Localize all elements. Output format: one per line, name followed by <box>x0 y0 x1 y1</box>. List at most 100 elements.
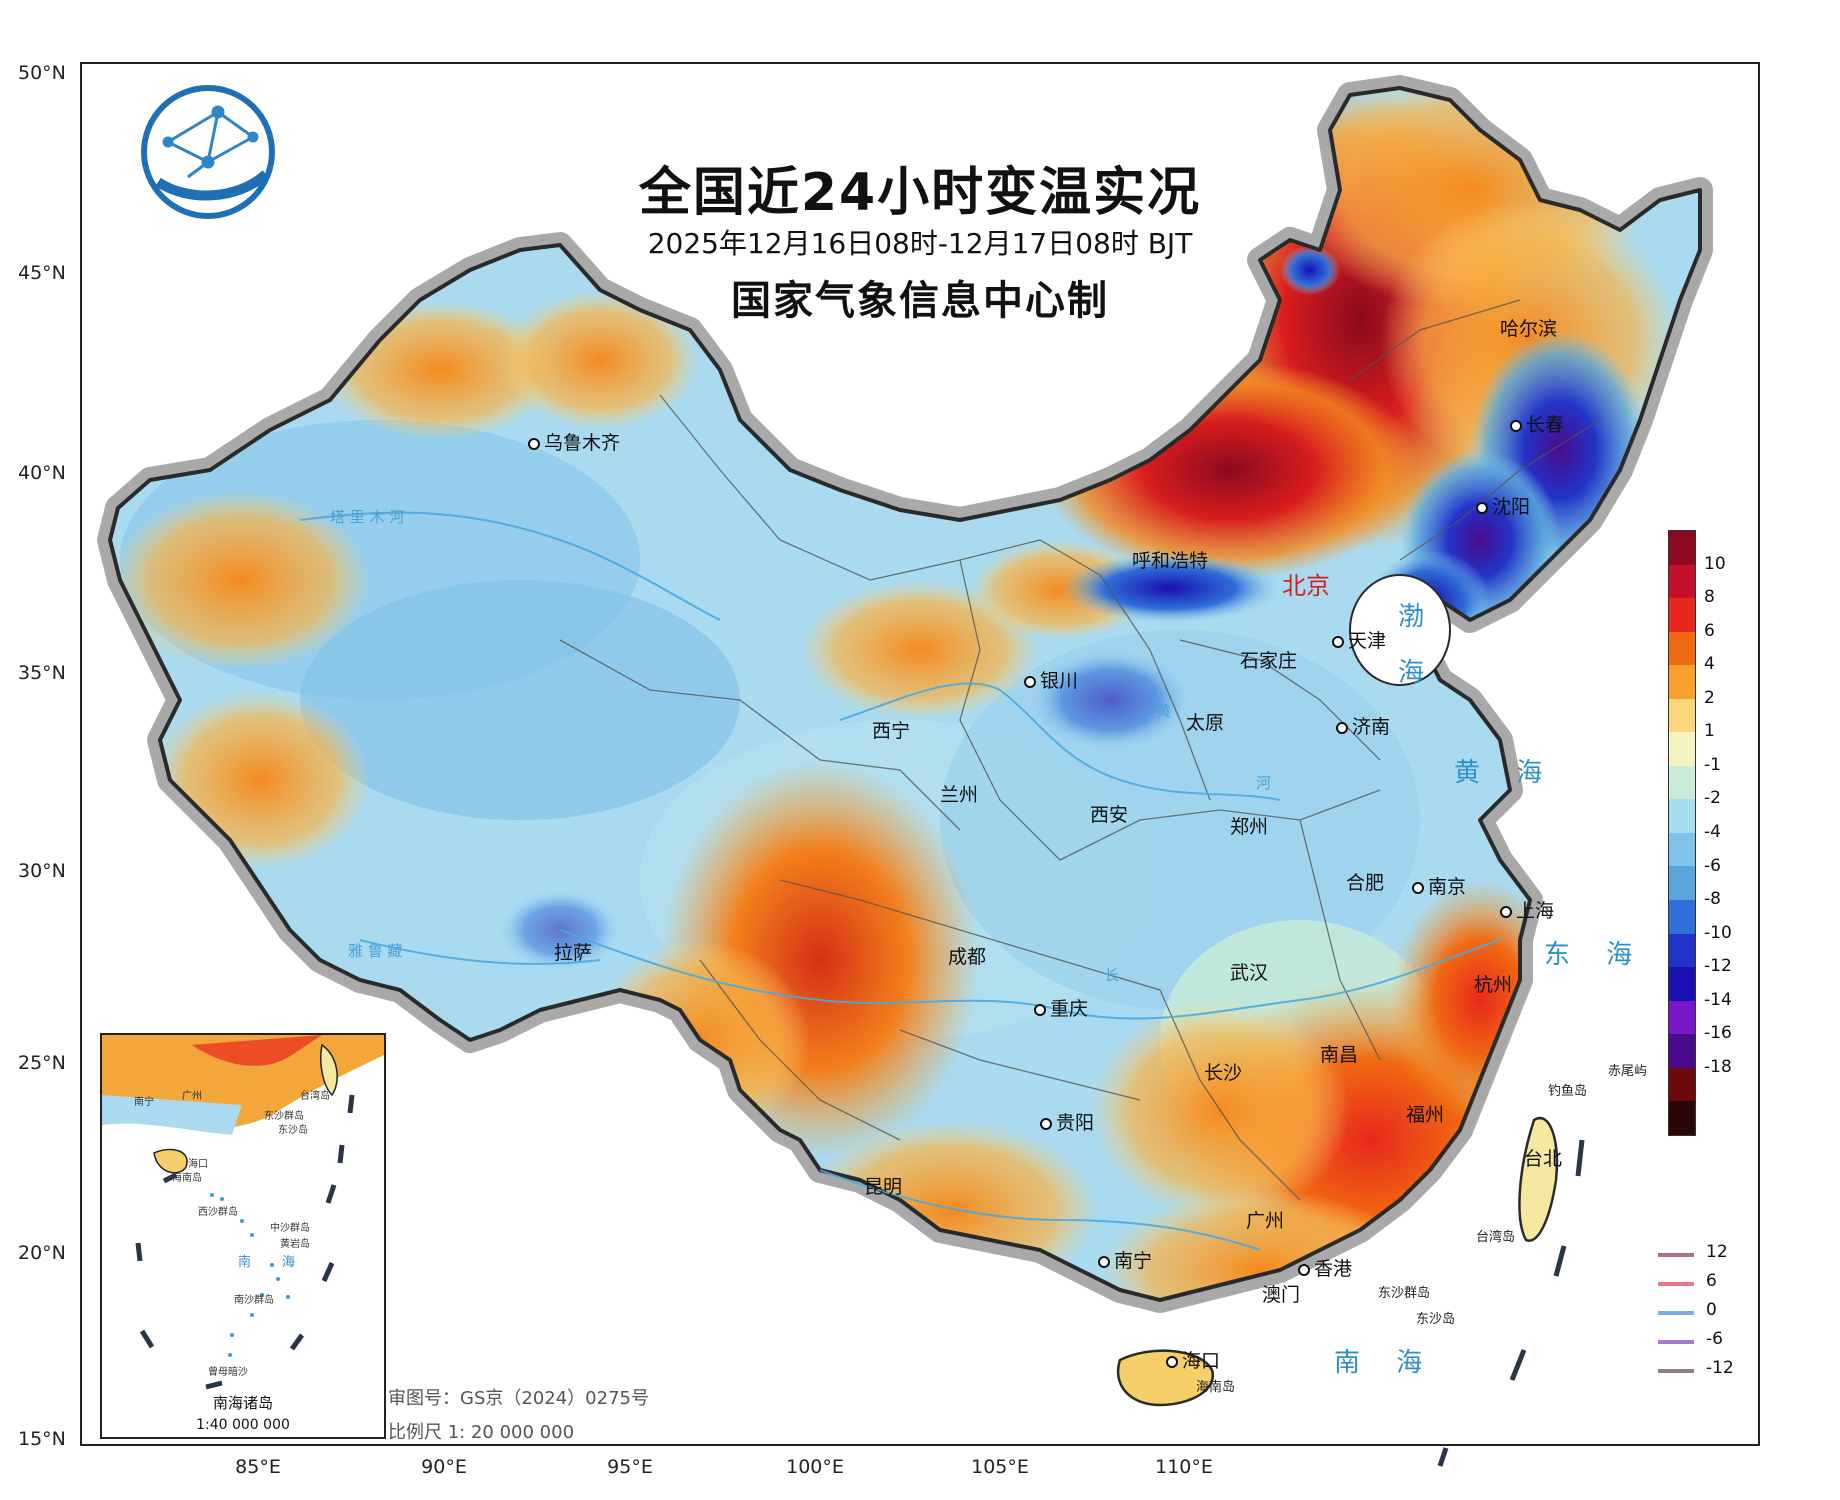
lat-label-30: 30°N <box>18 860 66 882</box>
legend-label: -18 <box>1704 1056 1732 1077</box>
contour-legend-label: 6 <box>1706 1271 1717 1291</box>
city-marker-icon <box>1500 905 1512 918</box>
label-hainan-island: 海南岛 <box>1196 1380 1236 1395</box>
legend-color-segment <box>1669 1067 1695 1102</box>
legend-color-segment <box>1669 900 1695 934</box>
city-taiyuan: 太原 <box>1186 708 1224 735</box>
contour-line-swatch <box>1658 1311 1694 1315</box>
city-label: 郑州 <box>1230 816 1269 838</box>
city-label: 乌鲁木齐 <box>544 432 621 454</box>
legend-color-segment <box>1669 631 1695 666</box>
city-changsha: 长沙 <box>1204 1058 1242 1085</box>
city-label: 福州 <box>1406 1104 1445 1126</box>
city-label: 西宁 <box>872 720 911 742</box>
legend-label: -6 <box>1704 855 1721 876</box>
city-label: 合肥 <box>1346 872 1385 894</box>
city-haikou: 海口 <box>1166 1346 1220 1373</box>
lat-label-40: 40°N <box>18 462 66 484</box>
city-lhasa: 拉萨 <box>554 938 592 965</box>
contour-line-swatch <box>1658 1282 1694 1286</box>
lat-label-25: 25°N <box>18 1052 66 1074</box>
legend-color-segment <box>1669 531 1695 565</box>
inset-label-nanning: 南宁 <box>134 1097 154 1108</box>
contour-legend-label: 0 <box>1706 1300 1717 1320</box>
legend-label: -2 <box>1704 788 1721 809</box>
city-jinan: 济南 <box>1336 712 1390 739</box>
label-bohai-2: 海 <box>1398 658 1439 688</box>
lat-label-15: 15°N <box>18 1428 66 1450</box>
inset-label-guangzhou: 广州 <box>182 1091 202 1102</box>
city-label: 海口 <box>1182 1350 1221 1372</box>
inset-label-dongsha: 东沙岛 <box>278 1125 308 1136</box>
city-label: 台北 <box>1524 1148 1563 1170</box>
city-yinchuan: 银川 <box>1024 666 1078 693</box>
legend-color-segment <box>1669 832 1695 867</box>
color-legend: 10 8 6 4 2 1 -1 -2 -4 -6 -8 -10 -12 -14 -16 -18 <box>1668 530 1732 1136</box>
legend-label: -1 <box>1704 754 1721 775</box>
city-label: 太原 <box>1186 712 1225 734</box>
legend-label: 2 <box>1704 687 1715 708</box>
legend-color-segment <box>1669 765 1695 800</box>
city-label: 成都 <box>948 946 987 968</box>
city-nanning: 南宁 <box>1098 1246 1152 1273</box>
city-shanghai: 上海 <box>1500 896 1554 923</box>
legend-label: 10 <box>1704 553 1726 574</box>
city-wuhan: 武汉 <box>1230 958 1268 985</box>
contour-legend-label: 12 <box>1706 1242 1728 1262</box>
city-label: 西安 <box>1090 804 1129 826</box>
legend-label: 6 <box>1704 620 1715 641</box>
label-yarlung-river: 雅 鲁 藏 <box>348 942 403 960</box>
legend-color-segment <box>1669 967 1695 1001</box>
label-dongsha-group: 东沙群岛 <box>1378 1286 1431 1301</box>
inset-label-zhongsha: 中沙群岛 <box>270 1223 310 1234</box>
city-label: 上海 <box>1516 900 1555 922</box>
contour-legend-label: -6 <box>1706 1329 1723 1349</box>
legend-color-segment <box>1669 933 1695 968</box>
city-marker-icon <box>528 437 540 450</box>
legend-label: -10 <box>1704 922 1732 943</box>
city-label: 重庆 <box>1050 998 1089 1020</box>
city-marker-icon <box>1412 881 1424 894</box>
city-label: 长春 <box>1526 414 1565 436</box>
city-beijing: 北京 <box>1282 566 1330 601</box>
contour-legend-item: 12 <box>1658 1240 1748 1269</box>
city-macau: 澳门 <box>1262 1280 1300 1307</box>
city-chongqing: 重庆 <box>1034 994 1088 1021</box>
label-chiwei: 赤尾屿 <box>1608 1064 1648 1079</box>
city-hongkong: 香港 <box>1298 1254 1352 1281</box>
map-subtitle: 2025年12月16日08时-12月17日08时 BJT <box>647 227 1193 260</box>
city-guiyang: 贵阳 <box>1040 1108 1094 1135</box>
capital-label: 北京 <box>1282 572 1330 600</box>
inset-label-nansha: 南沙群岛 <box>234 1295 274 1306</box>
legend-label: -12 <box>1704 956 1732 977</box>
city-hangzhou: 杭州 <box>1474 970 1512 997</box>
lat-label-20: 20°N <box>18 1242 66 1264</box>
city-label: 银川 <box>1040 670 1079 692</box>
inset-label-taiwan: 台湾岛 <box>300 1091 330 1102</box>
label-diaoyu: 钓鱼岛 <box>1548 1084 1588 1099</box>
label-south-sea: 南 海 <box>1334 1348 1437 1378</box>
city-marker-icon <box>1166 1355 1178 1368</box>
label-east-sea: 东 海 <box>1544 940 1647 970</box>
city-shijiazhuang: 石家庄 <box>1240 646 1297 673</box>
city-nanchang: 南昌 <box>1320 1040 1358 1067</box>
city-label: 武汉 <box>1230 962 1269 984</box>
city-hefei: 合肥 <box>1346 868 1384 895</box>
city-marker-icon <box>1024 675 1036 688</box>
legend-label: -4 <box>1704 822 1721 842</box>
contour-line-swatch <box>1658 1340 1694 1344</box>
legend-color-segment <box>1669 698 1695 733</box>
lat-label-45: 45°N <box>18 262 66 284</box>
city-label: 拉萨 <box>554 942 593 964</box>
city-marker-icon <box>1298 1263 1310 1276</box>
city-label: 济南 <box>1352 716 1391 738</box>
city-chengdu: 成都 <box>948 942 986 969</box>
legend-color-segment <box>1669 1101 1695 1135</box>
city-kunming: 昆明 <box>864 1172 902 1199</box>
city-label: 沈阳 <box>1492 496 1531 518</box>
city-label: 杭州 <box>1474 974 1513 996</box>
legend-color-segment <box>1669 1000 1695 1035</box>
label-taiwan-island: 台湾岛 <box>1476 1230 1516 1245</box>
inset-sea-label-2: 海 <box>282 1255 296 1270</box>
inset-sea-label-1: 南 <box>238 1255 252 1270</box>
